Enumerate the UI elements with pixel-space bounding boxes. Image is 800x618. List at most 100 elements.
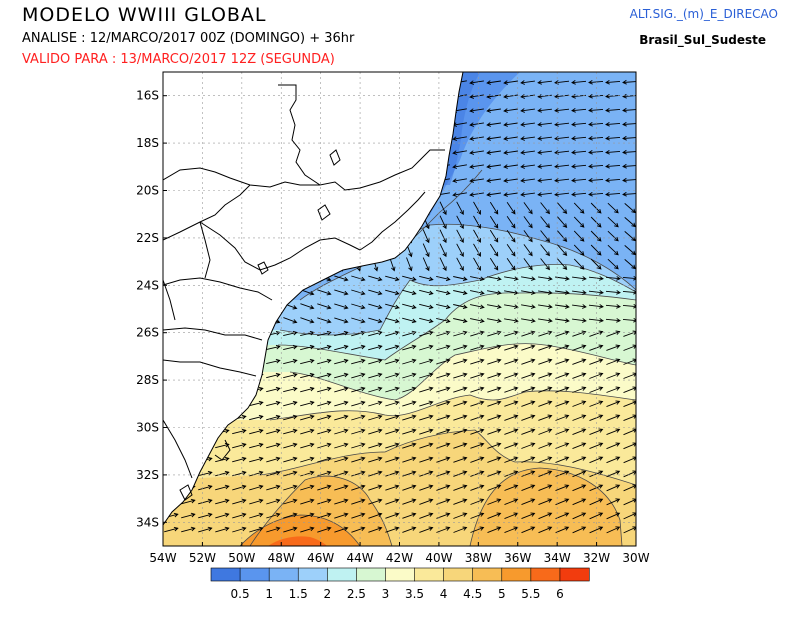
direction-arrow xyxy=(469,164,484,169)
direction-arrow xyxy=(588,122,604,127)
direction-arrow xyxy=(589,428,604,436)
direction-arrow xyxy=(402,484,417,491)
direction-arrow xyxy=(300,386,315,393)
direction-arrow xyxy=(622,107,636,113)
direction-arrow xyxy=(385,358,400,365)
direction-arrow xyxy=(300,442,315,449)
direction-arrow xyxy=(503,136,518,141)
direction-arrow xyxy=(473,243,481,257)
direction-arrow xyxy=(555,428,570,435)
longitude-label: 36W xyxy=(504,551,531,565)
direction-arrow xyxy=(402,289,417,296)
colorbar-label: 5.5 xyxy=(521,587,540,601)
direction-arrow xyxy=(571,136,587,141)
direction-arrow xyxy=(470,372,485,379)
direction-arrow xyxy=(419,526,434,533)
latitude-label: 22S xyxy=(136,231,159,245)
direction-arrow xyxy=(300,526,315,533)
longitude-label: 34W xyxy=(544,551,571,565)
direction-arrow xyxy=(215,442,230,449)
direction-arrow xyxy=(555,372,570,379)
direction-arrow xyxy=(487,470,502,477)
direction-arrow xyxy=(589,456,604,464)
direction-arrow xyxy=(487,276,502,281)
direction-arrow xyxy=(232,456,247,463)
direction-arrow xyxy=(470,318,485,324)
direction-arrow xyxy=(503,80,518,85)
direction-arrow xyxy=(540,230,550,243)
direction-arrow xyxy=(351,330,366,337)
direction-arrow xyxy=(198,526,213,533)
direction-arrow xyxy=(283,372,298,379)
coastline xyxy=(163,72,464,526)
direction-arrow xyxy=(623,414,636,422)
direction-arrow xyxy=(605,178,621,183)
direction-arrow xyxy=(368,414,383,421)
direction-arrow xyxy=(419,428,434,435)
direction-arrow xyxy=(557,216,568,229)
direction-arrow xyxy=(334,275,349,282)
direction-arrow xyxy=(555,498,570,506)
direction-arrow xyxy=(523,202,533,215)
direction-arrow xyxy=(520,192,535,197)
direction-arrow xyxy=(572,484,587,492)
direction-arrow xyxy=(215,512,230,519)
direction-arrow xyxy=(266,386,281,393)
direction-arrow xyxy=(521,330,536,337)
direction-arrow xyxy=(470,290,485,296)
direction-arrow xyxy=(419,442,434,449)
direction-arrow xyxy=(572,304,587,309)
colorbar-label: 3.5 xyxy=(405,587,424,601)
direction-arrow xyxy=(606,498,621,506)
direction-arrow xyxy=(606,386,621,393)
direction-arrow xyxy=(607,244,619,256)
direction-arrow xyxy=(198,512,213,519)
direction-arrow xyxy=(470,470,485,477)
direction-arrow xyxy=(249,442,264,449)
direction-arrow xyxy=(572,318,587,323)
direction-arrow xyxy=(538,386,553,393)
direction-arrow xyxy=(436,344,451,351)
direction-arrow xyxy=(520,94,535,99)
direction-arrow xyxy=(506,257,516,271)
direction-arrow xyxy=(317,526,332,533)
direction-arrow xyxy=(487,400,502,407)
direction-arrow xyxy=(334,498,349,505)
direction-arrow xyxy=(605,192,621,197)
direction-arrow xyxy=(368,358,383,365)
direction-arrow xyxy=(334,470,349,477)
direction-arrow xyxy=(623,372,636,379)
direction-arrow xyxy=(419,344,434,351)
direction-arrow xyxy=(487,290,502,295)
direction-arrow xyxy=(537,164,552,169)
direction-arrow xyxy=(537,136,552,141)
direction-arrow xyxy=(317,372,332,379)
direction-arrow xyxy=(538,428,553,435)
direction-arrow xyxy=(456,257,464,272)
direction-arrow xyxy=(385,512,400,519)
direction-arrow xyxy=(486,80,501,85)
direction-arrow xyxy=(453,344,468,351)
direction-arrow xyxy=(300,428,315,435)
direction-arrow xyxy=(486,122,501,127)
direction-arrow xyxy=(470,484,485,491)
latitude-label: 26S xyxy=(136,326,159,340)
direction-arrow xyxy=(623,470,636,478)
direction-arrow xyxy=(470,386,485,393)
direction-arrow xyxy=(555,386,570,393)
direction-arrow xyxy=(557,230,568,243)
direction-arrow xyxy=(436,484,451,491)
direction-arrow xyxy=(589,372,604,379)
direction-arrow xyxy=(622,177,636,183)
direction-arrow xyxy=(385,372,400,379)
direction-arrow xyxy=(452,136,467,141)
direction-arrow xyxy=(489,201,499,215)
latitude-label: 32S xyxy=(136,468,159,482)
direction-arrow xyxy=(456,215,464,230)
direction-arrow xyxy=(402,526,417,533)
direction-arrow xyxy=(572,428,587,436)
direction-arrow xyxy=(469,94,484,99)
direction-arrow xyxy=(334,330,349,337)
direction-arrow xyxy=(232,484,247,491)
